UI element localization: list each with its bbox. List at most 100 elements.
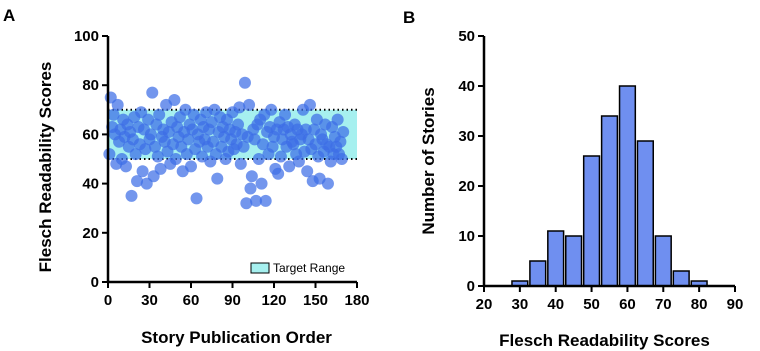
histogram-bar xyxy=(618,85,637,287)
x-tick-label: 120 xyxy=(261,292,286,309)
scatter-point xyxy=(237,140,250,153)
scatter-point xyxy=(252,153,265,165)
x-tick-label: 50 xyxy=(583,296,600,313)
panel-a-axes: 0 20 40 60 80 100 0 30 60 90 120 150 180 xyxy=(74,28,370,309)
y-tick-label: 40 xyxy=(82,176,99,193)
legend-label-target-range: Target Range xyxy=(273,261,345,275)
scatter-point xyxy=(153,108,166,121)
x-tick-label: 20 xyxy=(476,296,493,313)
scatter-point xyxy=(129,148,142,161)
x-tick-label: 30 xyxy=(512,296,529,313)
scatter-point xyxy=(272,167,285,180)
x-tick-label: 90 xyxy=(224,292,241,309)
panel-b-x-axis-title: Flesch Readability Scores xyxy=(499,331,710,350)
scatter-point xyxy=(240,197,253,210)
scatter-point xyxy=(238,76,251,89)
scatter-point xyxy=(250,194,263,207)
x-tick-label: 30 xyxy=(141,292,158,309)
scatter-point xyxy=(182,133,195,146)
scatter-point xyxy=(274,150,287,163)
scatter-point xyxy=(299,123,312,136)
scatter-point xyxy=(337,125,350,138)
scatter-point xyxy=(335,153,348,165)
scatter-point xyxy=(125,189,138,202)
x-tick-label: 60 xyxy=(619,296,636,313)
histogram-bar xyxy=(582,155,601,287)
scatter-point xyxy=(169,153,182,165)
scatter-point xyxy=(131,175,144,188)
scatter-point xyxy=(107,108,120,121)
y-tick-label: 100 xyxy=(74,28,99,45)
scatter-point xyxy=(146,86,159,99)
scatter-point xyxy=(259,194,272,207)
histogram-bar xyxy=(565,235,583,287)
histogram-bar xyxy=(547,230,565,287)
panel-a-x-axis-title: Story Publication Order xyxy=(141,328,332,347)
panel-b-letter: B xyxy=(403,8,415,27)
scatter-point xyxy=(279,108,292,121)
y-tick-label: 40 xyxy=(458,78,475,95)
y-tick-label: 50 xyxy=(458,28,475,45)
x-tick-label: 0 xyxy=(104,292,112,309)
x-tick-label: 70 xyxy=(655,296,672,313)
scatter-point xyxy=(232,118,245,131)
scatter-point xyxy=(255,177,268,190)
scatter-point xyxy=(168,93,181,106)
x-tick-label: 80 xyxy=(691,296,708,313)
scatter-point xyxy=(283,160,296,173)
scatter-point xyxy=(303,98,316,111)
scatter-point xyxy=(265,103,278,116)
y-tick-label: 10 xyxy=(458,228,475,245)
scatter-point xyxy=(321,177,334,190)
x-tick-label: 150 xyxy=(303,292,328,309)
y-tick-label: 30 xyxy=(458,128,475,145)
histogram-bars xyxy=(511,85,708,287)
panel-a-legend: Target Range xyxy=(250,261,345,275)
scatter-point xyxy=(111,98,124,111)
scatter-point xyxy=(144,128,157,141)
scatter-point xyxy=(190,192,203,205)
panel-b-axes: 0 10 20 30 40 50 20 30 40 50 60 70 80 90 xyxy=(458,28,743,313)
panel-b-y-axis-title: Number of Stories xyxy=(419,87,438,234)
scatter-point xyxy=(301,165,314,178)
scatter-point xyxy=(233,101,246,114)
scatter-point xyxy=(139,143,152,156)
x-tick-label: 40 xyxy=(547,296,564,313)
scatter-point xyxy=(334,135,347,148)
x-tick-label: 60 xyxy=(183,292,200,309)
histogram-bar xyxy=(529,260,547,287)
scatter-point xyxy=(154,162,167,175)
panel-a-y-axis-title: Flesch Readability Scores xyxy=(36,62,55,273)
scatter-point xyxy=(185,160,197,173)
y-tick-label: 20 xyxy=(82,225,99,242)
histogram-bar xyxy=(600,115,619,287)
scatter-point xyxy=(243,98,256,111)
scatter-point xyxy=(292,155,305,168)
histogram-bar xyxy=(654,235,672,287)
y-tick-label: 0 xyxy=(91,274,99,291)
scatter-point xyxy=(149,140,162,153)
scatter-point xyxy=(331,113,344,126)
histogram-bar xyxy=(672,270,690,287)
scatter-point xyxy=(245,170,258,183)
scatter-point xyxy=(244,182,257,195)
scatter-point xyxy=(136,165,149,178)
y-tick-label: 0 xyxy=(467,278,475,295)
y-tick-label: 80 xyxy=(82,77,99,94)
scatter-point xyxy=(234,157,247,170)
scatter-point xyxy=(256,138,269,151)
scatter-point xyxy=(151,150,164,163)
panel-a-letter: A xyxy=(3,6,15,25)
y-tick-label: 20 xyxy=(458,178,475,195)
x-tick-label: 180 xyxy=(344,292,369,309)
y-tick-label: 60 xyxy=(82,126,99,143)
scatter-point xyxy=(266,140,279,153)
scatter-points xyxy=(103,76,350,210)
legend-swatch-target-range xyxy=(250,262,270,274)
scatter-point xyxy=(103,148,116,161)
scatter-point xyxy=(119,160,132,173)
panel-a-scatter: A 0 20 40 60 80 100 0 30 60 90 120 150 180 Target Ra… xyxy=(3,6,370,347)
scatter-point xyxy=(211,172,224,185)
